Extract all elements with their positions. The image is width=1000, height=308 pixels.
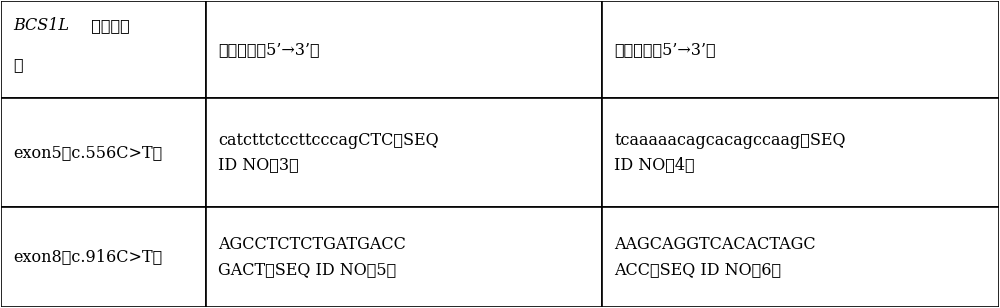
Text: tcaaaaacagcacagccaag（SEQ
ID NO：4）: tcaaaaacagcacagccaag（SEQ ID NO：4） (614, 132, 846, 173)
Text: catcttctccttcccagCTC（SEQ
ID NO：3）: catcttctccttcccagCTC（SEQ ID NO：3） (218, 132, 438, 173)
Text: 上游引物（5’→3’）: 上游引物（5’→3’） (218, 41, 319, 58)
Bar (206, 207, 602, 306)
Bar (1, 207, 206, 306)
Text: AGCCTCTCTGATGACC
GACT（SEQ ID NO：5）: AGCCTCTCTGATGACC GACT（SEQ ID NO：5） (218, 236, 406, 278)
Bar (206, 2, 602, 98)
Text: BCS1L: BCS1L (13, 17, 69, 34)
Bar (602, 98, 999, 207)
Bar (602, 2, 999, 98)
Text: 下游引物（5’→3’）: 下游引物（5’→3’） (614, 41, 716, 58)
Bar (1, 2, 206, 98)
Bar (206, 98, 602, 207)
Text: 基因外显: 基因外显 (81, 17, 130, 34)
Text: AAGCAGGTCACACTAGC
ACC（SEQ ID NO：6）: AAGCAGGTCACACTAGC ACC（SEQ ID NO：6） (614, 236, 816, 278)
Bar (1, 98, 206, 207)
Bar (602, 207, 999, 306)
Text: exon8（c.916C>T）: exon8（c.916C>T） (13, 249, 163, 265)
Text: 子: 子 (13, 56, 23, 73)
Text: exon5（c.556C>T）: exon5（c.556C>T） (13, 144, 163, 161)
